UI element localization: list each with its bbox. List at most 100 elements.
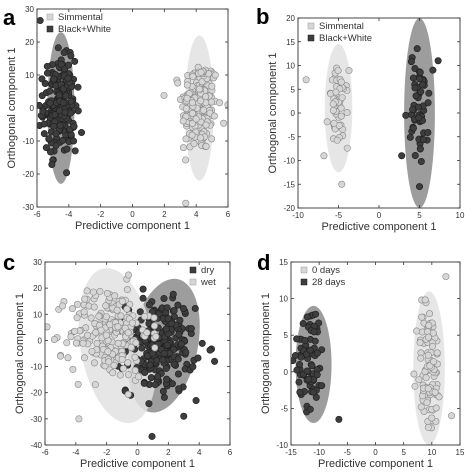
- y-tick-label: 10: [286, 62, 295, 71]
- y-tick-label: -10: [283, 157, 295, 166]
- data-point: [160, 393, 168, 401]
- data-point: [113, 306, 121, 314]
- data-point: [151, 344, 159, 352]
- data-point: [59, 99, 67, 107]
- data-point: [329, 100, 337, 108]
- data-point: [50, 122, 58, 130]
- data-point: [40, 120, 48, 128]
- data-point: [141, 369, 149, 377]
- legend-swatch-black-white: [307, 34, 315, 42]
- x-tick-label: 6: [226, 210, 231, 219]
- data-point: [71, 147, 79, 155]
- data-point: [208, 82, 216, 90]
- data-point: [179, 305, 187, 313]
- x-tick-label: 2: [166, 448, 171, 457]
- data-point: [63, 339, 71, 347]
- data-point: [59, 136, 67, 144]
- data-point: [211, 71, 219, 79]
- data-point: [54, 44, 62, 52]
- data-point: [63, 145, 71, 153]
- data-point: [57, 60, 65, 68]
- data-point: [45, 323, 51, 331]
- data-point: [150, 314, 158, 322]
- data-point: [148, 432, 156, 440]
- x-tick-label: -10: [292, 211, 304, 220]
- y-tick-label: 0: [284, 368, 289, 377]
- data-point: [174, 355, 182, 363]
- data-point: [124, 359, 132, 367]
- data-point: [70, 137, 78, 145]
- data-point: [56, 107, 64, 115]
- y-tick-label: -5: [281, 404, 289, 413]
- data-point: [409, 106, 417, 114]
- x-tick-label: 0: [130, 210, 135, 219]
- data-point: [163, 341, 171, 349]
- x-tick-label: -10: [313, 448, 325, 457]
- data-point: [124, 329, 132, 337]
- y-tick-label: 20: [25, 38, 34, 47]
- data-point: [413, 327, 421, 335]
- data-point: [200, 106, 208, 114]
- data-point: [52, 130, 60, 138]
- data-point: [160, 295, 168, 303]
- x-tick-label: 4: [194, 210, 199, 219]
- data-point: [429, 66, 437, 74]
- data-point: [202, 93, 210, 101]
- data-point: [89, 288, 97, 296]
- data-point: [145, 400, 153, 408]
- data-point: [143, 329, 151, 337]
- data-point: [182, 199, 190, 207]
- data-point: [71, 57, 79, 65]
- data-point: [118, 356, 126, 364]
- y-tick-label: 30: [25, 5, 34, 14]
- y-tick-label: 10: [33, 310, 42, 319]
- data-point: [224, 101, 228, 109]
- data-point: [195, 85, 203, 93]
- data-point: [79, 339, 87, 347]
- data-point: [162, 325, 170, 333]
- data-point: [124, 390, 132, 398]
- data-point: [442, 273, 450, 281]
- data-point: [174, 79, 182, 87]
- data-point: [306, 405, 314, 413]
- data-point: [413, 45, 421, 53]
- plot-area: [302, 18, 442, 208]
- data-point: [104, 348, 112, 356]
- panel-b: -10 -5 0 5 10 -20 -15 -10 -5 0 5 10 15 20 Predictive c…: [256, 4, 465, 233]
- data-point: [188, 131, 196, 139]
- data-point: [147, 374, 155, 382]
- data-point: [176, 316, 184, 324]
- data-point: [192, 115, 200, 123]
- data-point: [67, 52, 75, 60]
- data-point: [83, 287, 91, 295]
- data-point: [299, 319, 307, 327]
- data-point: [80, 308, 88, 316]
- data-point: [114, 339, 122, 347]
- data-point: [84, 331, 92, 339]
- data-point: [426, 310, 434, 318]
- data-point: [424, 129, 432, 137]
- data-point: [138, 344, 146, 352]
- y-axis-label: Orthogonal component 1: [260, 293, 272, 414]
- data-point: [313, 371, 321, 379]
- data-point: [211, 357, 219, 365]
- data-point: [105, 358, 113, 366]
- data-point: [430, 358, 438, 366]
- data-point: [153, 356, 161, 364]
- data-point: [424, 99, 432, 107]
- data-point: [332, 88, 340, 96]
- data-point: [46, 99, 54, 107]
- data-point: [188, 120, 196, 128]
- data-point: [330, 119, 338, 127]
- data-point: [118, 297, 126, 305]
- data-point: [59, 302, 67, 310]
- data-point: [164, 315, 172, 323]
- data-point: [329, 106, 337, 114]
- data-point: [48, 160, 56, 168]
- data-point: [45, 135, 53, 143]
- panel-label: d: [257, 250, 270, 275]
- data-point: [78, 129, 86, 137]
- series-0-days: [410, 273, 456, 432]
- data-point: [124, 271, 132, 279]
